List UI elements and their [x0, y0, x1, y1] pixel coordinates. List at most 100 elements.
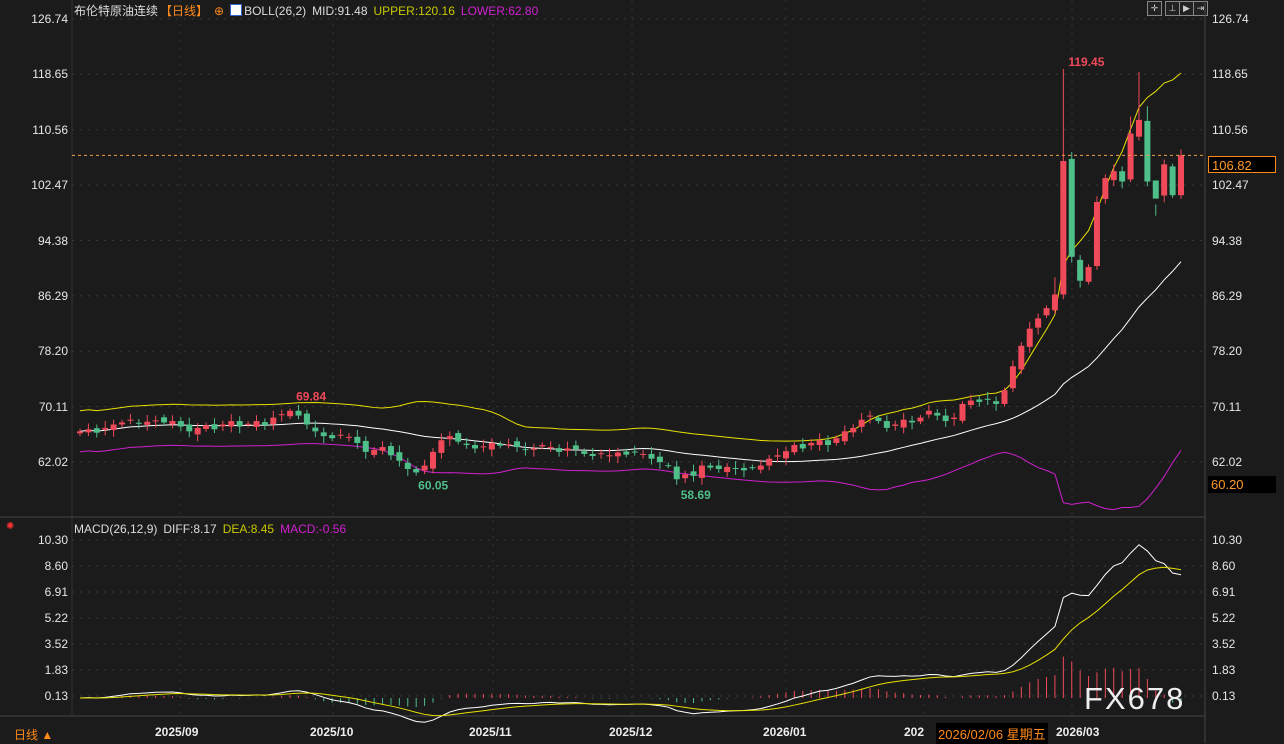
candle-body [77, 431, 83, 434]
candle-body [925, 410, 932, 415]
candle-body [1060, 160, 1067, 295]
candle-body [194, 427, 201, 435]
candle-body [1009, 366, 1016, 389]
candle-body [749, 467, 756, 469]
candle-body [698, 465, 705, 478]
candle-body [203, 425, 210, 429]
candle-body [161, 417, 168, 423]
candle-body [488, 442, 495, 450]
low-annotation: 58.69 [681, 488, 711, 502]
macd-tick: 8.60 [1212, 559, 1236, 573]
candle-body [715, 465, 722, 469]
candle-body [287, 410, 294, 417]
period-label[interactable]: 【日线】 [160, 4, 209, 18]
candle-body [354, 436, 361, 443]
candle-body [329, 435, 336, 439]
boll-indicator-icon[interactable] [230, 4, 243, 16]
candle-body [900, 419, 907, 428]
move-right-icon[interactable]: ⇥ [1193, 1, 1208, 16]
boll-upper: UPPER:120.16 [373, 4, 455, 18]
date-label: 2026/03 [1056, 725, 1100, 739]
candle-body [724, 466, 731, 473]
candle-body [85, 429, 92, 433]
price-tick: 62.02 [1212, 455, 1243, 470]
candle-body [93, 428, 100, 433]
candle-body [1001, 390, 1008, 404]
candle-body [455, 433, 462, 442]
play-icon[interactable]: ▶ [1179, 1, 1194, 16]
macd-tick: 5.22 [1212, 611, 1236, 625]
candle-body [505, 444, 512, 446]
candle-body [1043, 308, 1050, 316]
candle-body [295, 410, 302, 416]
candle-body [1127, 133, 1134, 180]
candle-body [656, 456, 663, 463]
macd-tick: 0.13 [1212, 689, 1236, 703]
candle-body [1110, 171, 1117, 181]
candle-body [1169, 166, 1176, 196]
candle-body [396, 452, 403, 461]
candle-body [387, 446, 394, 456]
candle-body [942, 415, 949, 422]
candle-body [858, 419, 865, 427]
candle-body [1035, 318, 1042, 328]
candle-body [556, 448, 563, 452]
crosshair-icon[interactable]: ✛ [1147, 1, 1162, 16]
period-selector[interactable]: 日线 ▲ [14, 728, 54, 742]
candle-body [177, 421, 184, 427]
price-tick: 86.29 [1212, 289, 1243, 303]
chart-header: 布伦特原油连续 【日线】 ⊕ BOLL(26,2) MID:91.48 UPPER:120… [74, 2, 544, 19]
candle-body [673, 466, 680, 480]
candle-body [850, 427, 857, 433]
date-label: 202 [904, 725, 925, 739]
price-tick: 110.56 [32, 122, 68, 137]
candle-body [892, 424, 899, 426]
candle-body [841, 431, 848, 442]
price-tick: 78.20 [37, 344, 68, 359]
boll-lower: LOWER:62.80 [460, 4, 539, 18]
candle-body [429, 451, 436, 469]
candle-body [102, 427, 109, 430]
candle-body [631, 451, 638, 453]
candle-body [127, 419, 134, 421]
candle-body [312, 427, 319, 432]
candle-body [1144, 120, 1151, 182]
candle-body [522, 449, 529, 451]
lower-band-value-box: 60.20 [1208, 476, 1276, 493]
low-annotation: 60.05 [418, 478, 448, 492]
candle-body [362, 440, 369, 452]
instrument-title: 布伦特原油连续 [74, 4, 159, 18]
macd-diff: DIFF:8.17 [163, 522, 217, 536]
candle-body [169, 421, 176, 425]
candle-body [1077, 259, 1084, 281]
candle-body [581, 451, 588, 454]
candle-body [421, 465, 428, 471]
candle-body [707, 465, 714, 468]
candle-body [690, 471, 697, 476]
boll-upper-line [79, 72, 1182, 442]
settings-icon[interactable]: ⊕ [214, 4, 225, 18]
candle-body [799, 443, 806, 449]
candle-body [774, 455, 781, 457]
date-label: 2025/10 [310, 725, 354, 739]
candle-body [967, 400, 974, 405]
macd-diff-line [79, 544, 1182, 723]
price-tick: 94.38 [37, 233, 68, 248]
macd-tick: 1.83 [44, 663, 68, 677]
candle-body [1093, 202, 1100, 267]
macd-tick: 3.52 [1212, 637, 1236, 651]
candle-body [951, 417, 958, 420]
candle-body [665, 465, 672, 467]
candle-body [463, 443, 470, 446]
candle-body [1135, 119, 1142, 137]
candle-body [757, 465, 764, 470]
candle-body [808, 442, 815, 446]
indicator-marker-icon[interactable]: ✺ [6, 521, 15, 532]
candle-body [303, 413, 310, 425]
candle-body [825, 440, 832, 446]
candle-body [959, 403, 966, 421]
date-label: 2025/09 [155, 725, 199, 739]
candle-body [1119, 171, 1126, 182]
macd-tick: 0.13 [44, 689, 68, 703]
